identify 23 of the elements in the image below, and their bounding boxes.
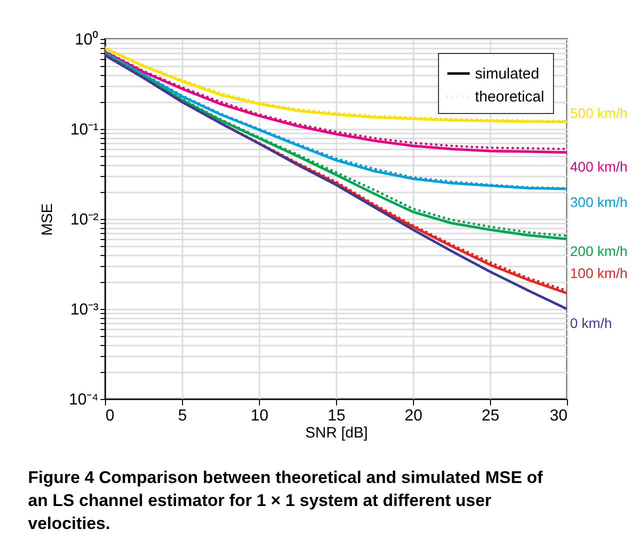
x-tick-label: 0 xyxy=(106,408,114,424)
y-tick-label: 10⁻⁴ xyxy=(68,392,99,408)
caption: Figure 4 Comparison between theoretical and simulated MSE of an LS channel estimator for 1 × 1 system at different user velocities. xyxy=(28,468,544,533)
y-tick-label: 10⁻³ xyxy=(70,302,100,318)
x-tick-label: 30 xyxy=(550,408,568,424)
x-tick-label: 10 xyxy=(250,408,268,424)
y-tick-label: 10⁻¹ xyxy=(70,122,98,138)
y-tick-label: 10⁰ xyxy=(74,30,98,48)
legend-label: theoretical xyxy=(475,88,544,106)
series-label: 300 km/h xyxy=(570,194,628,210)
series-label: 400 km/h xyxy=(570,158,628,174)
y-tick-label: 10⁻² xyxy=(70,212,100,228)
x-axis-title: SNR [dB] xyxy=(305,424,368,442)
x-tick-label: 20 xyxy=(404,408,422,424)
y-axis-title: MSE xyxy=(38,203,56,236)
series-label: 500 km/h xyxy=(570,104,628,121)
series-label: 100 km/h xyxy=(570,265,628,282)
x-tick-label: 25 xyxy=(482,408,500,424)
x-tick-label: 5 xyxy=(178,408,188,424)
x-tick-label: 15 xyxy=(328,408,346,424)
series-label: 200 km/h xyxy=(570,242,628,259)
legend-label: simulated xyxy=(475,66,540,82)
series-label: 0 km/h xyxy=(570,315,612,331)
